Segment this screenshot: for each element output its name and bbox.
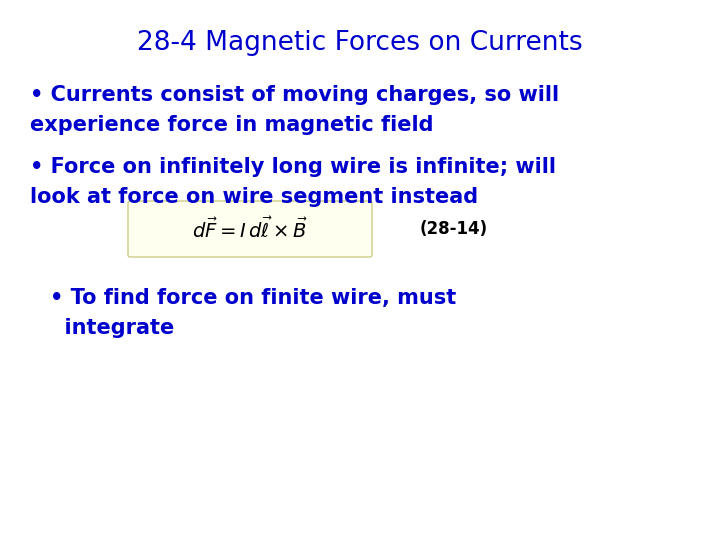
- Text: (28-14): (28-14): [420, 220, 488, 238]
- Text: look at force on wire segment instead: look at force on wire segment instead: [30, 187, 478, 207]
- Text: • To find force on finite wire, must: • To find force on finite wire, must: [50, 288, 456, 308]
- Text: integrate: integrate: [50, 318, 174, 338]
- Text: experience force in magnetic field: experience force in magnetic field: [30, 115, 433, 135]
- Text: • Force on infinitely long wire is infinite; will: • Force on infinitely long wire is infin…: [30, 157, 556, 177]
- Text: 28-4 Magnetic Forces on Currents: 28-4 Magnetic Forces on Currents: [138, 30, 582, 56]
- Text: $d\vec{F} = I\, d\vec{\ell} \times \vec{B}$: $d\vec{F} = I\, d\vec{\ell} \times \vec{…: [192, 217, 308, 241]
- Text: • Currents consist of moving charges, so will: • Currents consist of moving charges, so…: [30, 85, 559, 105]
- FancyBboxPatch shape: [128, 201, 372, 257]
